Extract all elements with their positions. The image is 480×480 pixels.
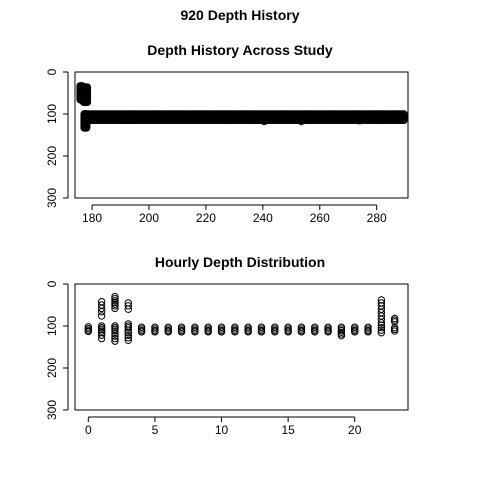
x-tick-label: 240: [253, 211, 273, 225]
y-tick-label: 0: [45, 280, 59, 287]
plot1-marks: [76, 82, 408, 132]
hourly-depth-point: [124, 336, 132, 344]
hourly-depth-point: [124, 323, 132, 332]
hourly-depth-point: [124, 326, 132, 334]
hourly-depth-point: [84, 327, 93, 336]
x-tick-label: 15: [281, 423, 295, 437]
hourly-depth-point: [364, 328, 372, 336]
depth-point: [400, 116, 408, 125]
y-tick-label: 0: [45, 68, 59, 75]
hourly-depth-point: [244, 328, 252, 336]
hourly-depth-point: [151, 328, 159, 336]
figure-title: 920 Depth History: [180, 7, 299, 23]
depth-history-plot: Depth History Across Study 180 200 220 240 2…: [45, 42, 409, 225]
hourly-depth-point: [111, 332, 119, 340]
hourly-depth-plot: Hourly Depth Distribution 0 5 10 15 20010020…: [45, 254, 409, 437]
hourly-depth-point: [124, 331, 132, 339]
hourly-depth-point: [311, 328, 319, 336]
hourly-depth-point: [204, 328, 212, 336]
y-tick-label: 300: [45, 188, 59, 208]
x-tick-label: 260: [310, 211, 330, 225]
hourly-depth-point: [124, 302, 132, 310]
hourly-depth-point: [377, 315, 386, 323]
hourly-depth-point: [377, 323, 386, 332]
hourly-depth-point: [124, 334, 132, 342]
hourly-depth-point: [377, 296, 386, 304]
y-tick-label: 100: [45, 316, 59, 336]
depth-point: [83, 98, 92, 106]
x-tick-label: 220: [196, 211, 216, 225]
hourly-depth-point: [111, 295, 119, 303]
hourly-depth-point: [377, 329, 386, 337]
hourly-depth-point: [390, 318, 399, 326]
hourly-depth-point: [297, 328, 306, 336]
hourly-depth-point: [111, 292, 119, 301]
depth-point: [83, 124, 91, 132]
depth-point: [260, 117, 268, 126]
hourly-depth-point: [97, 304, 106, 313]
x-tick-label: 0: [85, 423, 92, 437]
hourly-depth-point: [217, 328, 226, 336]
x-tick-label: 200: [139, 211, 159, 225]
hourly-depth-point: [97, 334, 106, 343]
plot2-frame: [74, 283, 409, 411]
depth-point: [297, 117, 305, 126]
y-tick-label: 200: [45, 358, 59, 378]
hourly-depth-point: [111, 302, 119, 310]
hourly-depth-point: [111, 327, 119, 335]
plot1-frame: [74, 71, 409, 199]
hourly-depth-point: [271, 328, 279, 336]
hourly-depth-point: [124, 329, 132, 337]
y-tick-label: 200: [45, 146, 59, 166]
hourly-depth-point: [377, 318, 386, 327]
hourly-depth-point: [164, 328, 172, 336]
hourly-depth-point: [231, 328, 239, 336]
x-tick-label: 10: [215, 423, 229, 437]
y-tick-label: 100: [45, 104, 59, 124]
plot2-title: Hourly Depth Distribution: [155, 254, 325, 270]
x-tick-label: 5: [152, 423, 159, 437]
hourly-depth-point: [177, 328, 186, 336]
hourly-depth-point: [257, 328, 266, 336]
hourly-depth-point: [97, 331, 106, 339]
hourly-depth-point: [351, 328, 359, 336]
hourly-depth-point: [97, 312, 106, 320]
plot1-axes: 180 200 220 240 260 280 0 100 200 300: [45, 68, 387, 225]
x-tick-label: 180: [82, 211, 102, 225]
hourly-depth-point: [111, 304, 119, 313]
hourly-depth-point: [377, 326, 386, 334]
depth-point: [355, 117, 364, 125]
hourly-depth-point: [191, 328, 199, 336]
hourly-depth-point: [390, 327, 399, 335]
hourly-depth-point: [377, 321, 386, 329]
plot1-title: Depth History Across Study: [147, 42, 333, 58]
hourly-depth-point: [111, 334, 119, 343]
hourly-depth-point: [97, 308, 106, 316]
y-tick-label: 300: [45, 400, 59, 420]
hourly-depth-point: [284, 328, 292, 336]
hourly-depth-point: [97, 329, 106, 337]
plot2-marks: [84, 292, 399, 345]
hourly-depth-point: [337, 331, 346, 340]
hourly-depth-point: [111, 329, 119, 338]
hourly-depth-point: [124, 305, 132, 313]
x-tick-label: 280: [367, 211, 387, 225]
hourly-depth-point: [324, 328, 332, 336]
x-tick-label: 20: [348, 423, 362, 437]
hourly-depth-point: [137, 328, 146, 336]
hourly-depth-point: [111, 337, 119, 345]
